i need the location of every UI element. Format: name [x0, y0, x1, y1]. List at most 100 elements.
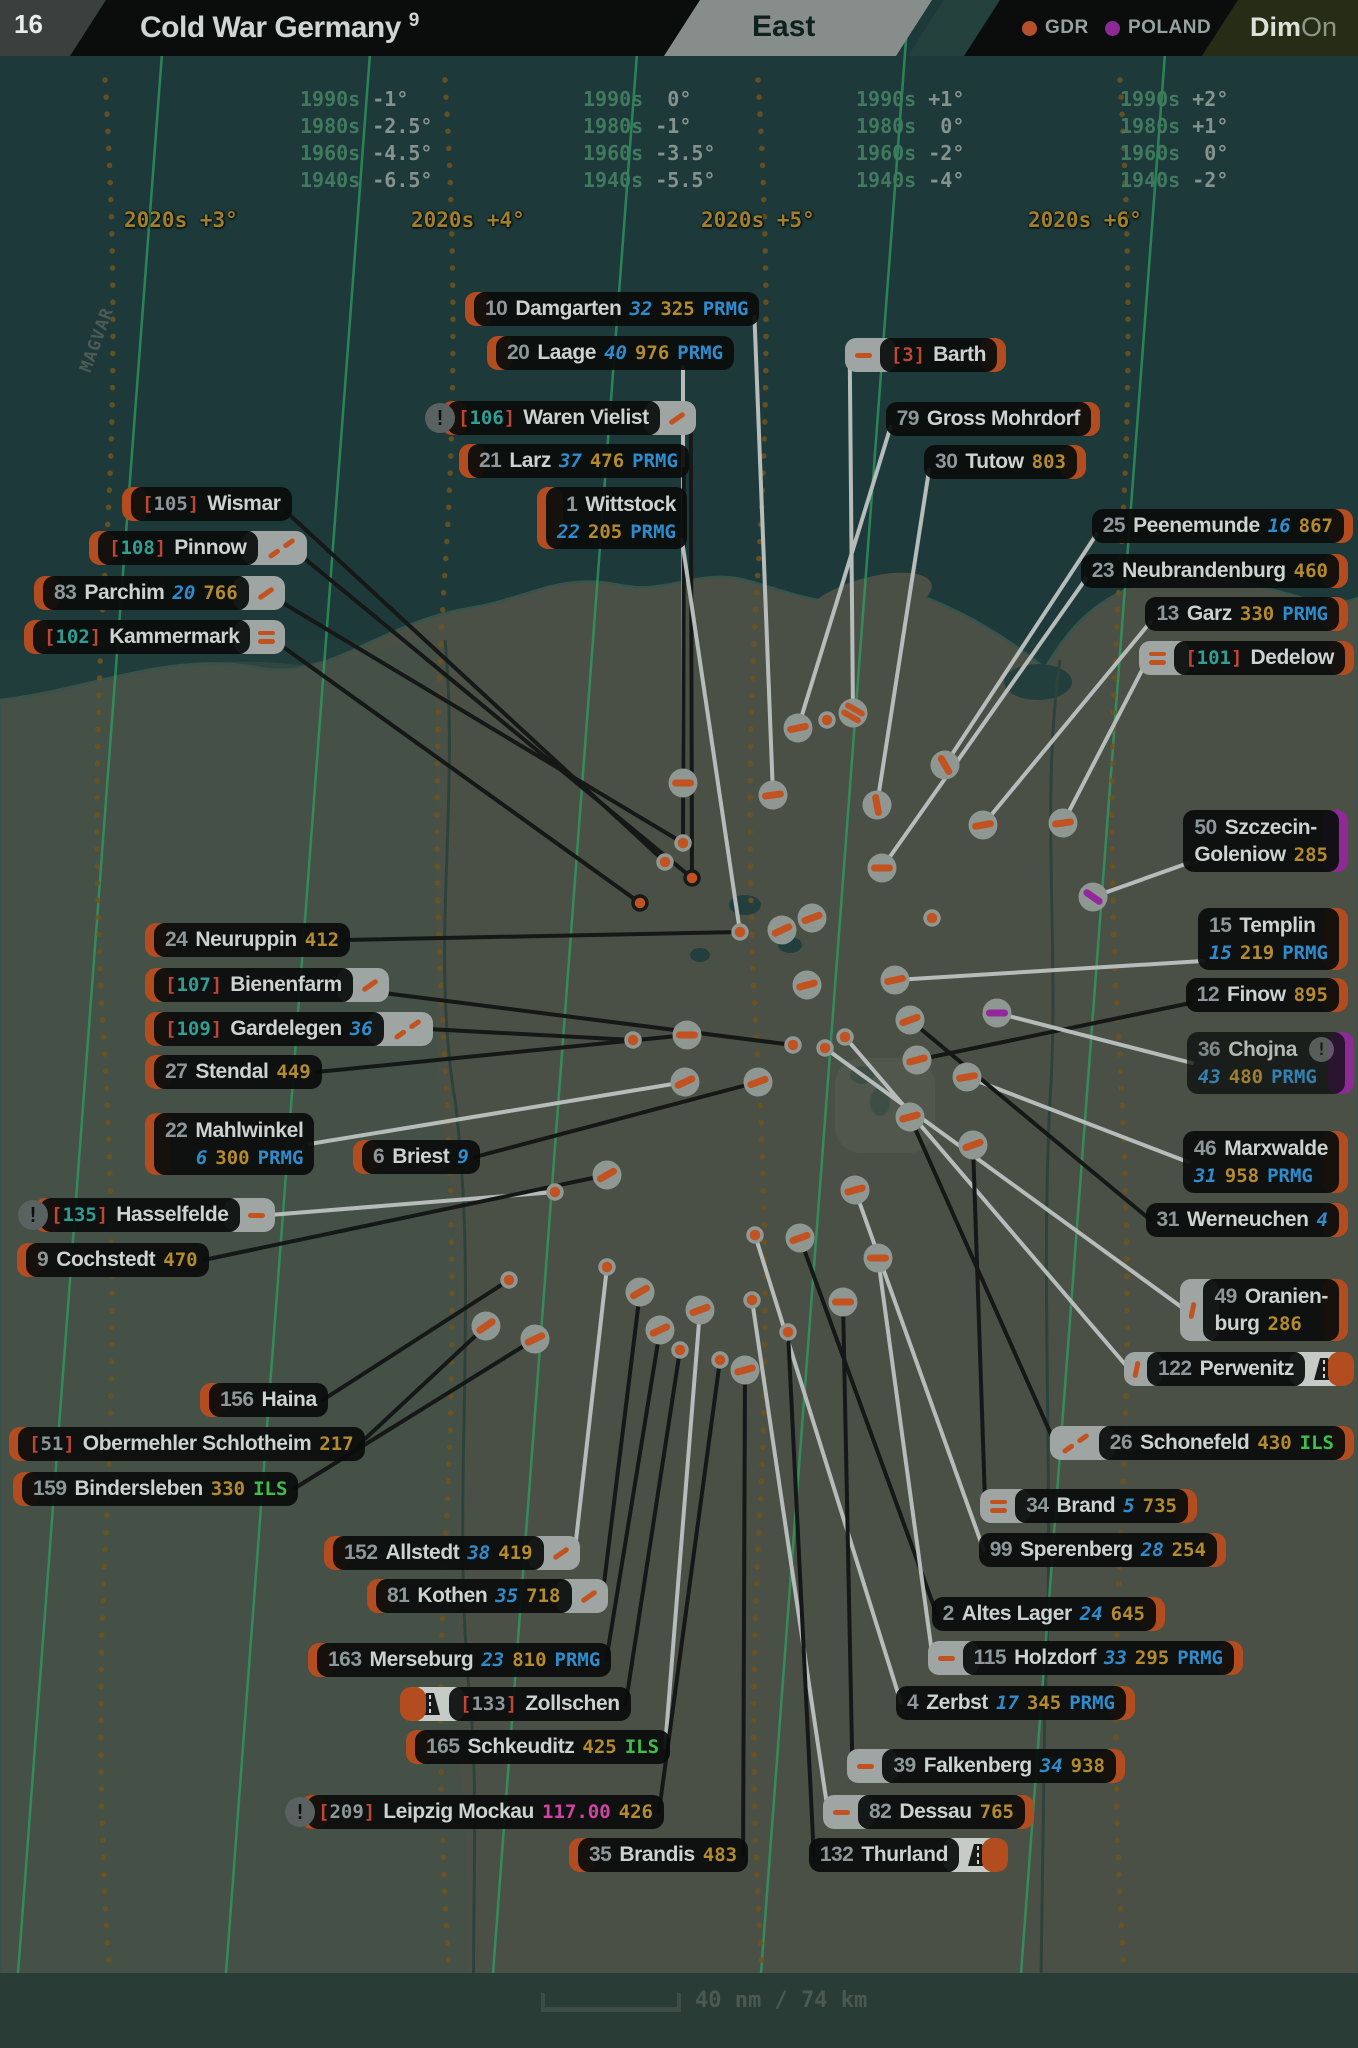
airfield-runway-marker[interactable]: [781, 711, 815, 745]
airfield-label-sperenberg[interactable]: 99 Sperenberg 28 254: [978, 1533, 1226, 1567]
airfield-label-zollschen[interactable]: [133] Zollschen: [400, 1687, 631, 1721]
airfield-runway-marker[interactable]: [828, 1287, 858, 1317]
airfield-label-finow[interactable]: 12 Finow 895: [1185, 978, 1348, 1012]
map-dot-marker[interactable]: [671, 1341, 689, 1359]
map-dot-marker[interactable]: [836, 1028, 854, 1046]
airfield-label-kothen[interactable]: 81 Kothen 35 718: [367, 1579, 608, 1613]
airfield-label-zerbst[interactable]: 4 Zerbst 17 345 PRMG: [896, 1686, 1135, 1720]
airfield-label-hasselfelde[interactable]: ! [135] Hasselfelde: [18, 1198, 275, 1232]
airfield-runway-marker[interactable]: [892, 1099, 928, 1135]
airfield-runway-marker[interactable]: [966, 808, 1000, 842]
airfield-label-falkenberg[interactable]: 39 Falkenberg 34 938: [847, 1749, 1125, 1783]
airfield-label-garz[interactable]: 13 Garz 330 PRMG: [1145, 597, 1348, 631]
map-dot-marker[interactable]: [624, 1031, 642, 1049]
map-dot-marker[interactable]: [683, 869, 701, 887]
airfield-label-merseburg[interactable]: 163 Merseburg 23 810 PRMG: [308, 1643, 612, 1677]
airfield-label-tutow[interactable]: 30 Tutow 803: [924, 445, 1086, 479]
airfield-runway-marker[interactable]: [837, 1172, 873, 1208]
airfield-label-altes-lager[interactable]: 2 Altes Lager 24 645: [931, 1597, 1165, 1631]
airfield-label-laage[interactable]: 20 Laage 40 976 PRMG: [487, 336, 735, 370]
map-dot-marker[interactable]: [674, 834, 692, 852]
dim-toggle[interactable]: DimOn: [1250, 12, 1337, 43]
map-dot-marker[interactable]: [500, 1271, 518, 1289]
map-dot-marker[interactable]: [631, 894, 649, 912]
airfield-label-damgarten[interactable]: 10 Damgarten 32 325 PRMG: [465, 292, 760, 326]
airfield-label-haina[interactable]: 156 Haina: [200, 1383, 328, 1417]
airfield-runway-marker[interactable]: [982, 998, 1012, 1028]
airfield-label-dedelow[interactable]: [101] Dedelow: [1139, 641, 1354, 675]
airfield-label-bindersleben[interactable]: 159 Bindersleben 330 ILS: [13, 1472, 299, 1506]
airfield-label-peenemunde[interactable]: 25 Peenemunde 16 867: [1091, 509, 1353, 543]
airfield-label-brand[interactable]: 34 Brand 5 735: [980, 1489, 1197, 1523]
airfield-runway-marker[interactable]: [863, 1243, 893, 1273]
airfield-runway-marker[interactable]: [891, 1001, 928, 1038]
airfield-runway-marker[interactable]: [1047, 807, 1080, 840]
airfield-label-waren-vielist[interactable]: ! [106] Waren Vielist: [425, 401, 696, 435]
airfield-runway-marker[interactable]: [620, 1272, 660, 1312]
airfield-label-pinnow[interactable]: [108] Pinnow: [89, 531, 307, 565]
airfield-runway-marker[interactable]: [641, 1311, 680, 1350]
map-dot-marker[interactable]: [711, 1351, 729, 1369]
airfield-runway-marker[interactable]: [587, 1155, 627, 1195]
map-dot-marker[interactable]: [546, 1183, 564, 1201]
legend-item-gdr[interactable]: GDR: [1022, 17, 1089, 39]
map-dot-marker[interactable]: [746, 1226, 764, 1244]
tab-east[interactable]: East: [752, 10, 816, 43]
airfield-label-mahlwinkel[interactable]: 22 Mahlwinkel 6 300 PRMG: [145, 1113, 315, 1175]
airfield-runway-marker[interactable]: [757, 779, 790, 812]
airfield-runway-marker[interactable]: [727, 1352, 763, 1388]
map-dot-marker[interactable]: [731, 923, 749, 941]
airfield-label-wittstock[interactable]: 1 Wittstock 22 205 PRMG: [537, 487, 687, 549]
map-dot-marker[interactable]: [598, 1258, 616, 1276]
map-dot-marker[interactable]: [923, 909, 941, 927]
map-dot-marker[interactable]: [816, 1039, 834, 1057]
airfield-label-brandis[interactable]: 35 Brandis 483: [569, 1838, 749, 1872]
map-dot-marker[interactable]: [743, 1291, 761, 1309]
airfield-label-chojna[interactable]: 36 Chojna! 43 480 PRMG: [1186, 1032, 1354, 1094]
airfield-label-briest[interactable]: 6 Briest 9: [353, 1140, 480, 1174]
airfield-runway-marker[interactable]: [672, 1020, 702, 1050]
airfield-label-thurland[interactable]: 132 Thurland: [808, 1838, 1008, 1872]
airfield-label-parchim[interactable]: 83 Parchim 20 766: [34, 576, 285, 610]
airfield-runway-marker[interactable]: [739, 1063, 776, 1100]
airfield-label-allstedt[interactable]: 152 Allstedt 38 419: [324, 1536, 580, 1570]
airfield-runway-marker[interactable]: [867, 853, 897, 883]
airfield-label-neubrandenburg[interactable]: 23 Neubrandenburg 460: [1080, 554, 1348, 588]
airfield-label-obermehler-schlotheim[interactable]: [51] Obermehler Schlotheim 217: [9, 1427, 365, 1461]
map-dot-marker[interactable]: [656, 853, 674, 871]
airfield-runway-marker[interactable]: [666, 1063, 705, 1102]
airfield-runway-marker[interactable]: [793, 899, 830, 936]
airfield-runway-marker[interactable]: [899, 1042, 935, 1078]
airfield-runway-marker[interactable]: [763, 911, 802, 950]
airfield-label-wismar[interactable]: [105] Wismar: [122, 487, 292, 521]
airfield-label-schonefeld[interactable]: 26 Schonefeld 430 ILS: [1049, 1426, 1354, 1460]
airfield-label-gardelegen[interactable]: [109] Gardelegen 36: [145, 1012, 433, 1046]
airfield-label-neuruppin[interactable]: 24 Neuruppin 412: [145, 923, 351, 957]
airfield-label-marxwalde[interactable]: 46 Marxwalde 31 958 PRMG: [1182, 1131, 1348, 1193]
airfield-runway-marker[interactable]: [668, 768, 698, 798]
airfield-label-schkeuditz[interactable]: 165 Schkeuditz 425 ILS: [406, 1730, 671, 1764]
airfield-label-stendal[interactable]: 27 Stendal 449: [145, 1055, 322, 1089]
airfield-runway-marker[interactable]: [466, 1306, 506, 1346]
airfield-runway-marker[interactable]: [781, 1219, 818, 1256]
airfield-label-perwenitz[interactable]: 122 Perwenitz: [1124, 1352, 1354, 1386]
airfield-label-bienenfarm[interactable]: [107] Bienenfarm: [145, 968, 389, 1002]
airfield-runway-marker[interactable]: [925, 745, 965, 785]
airfield-label-holzdorf[interactable]: 115 Holzdorf 33 295 PRMG: [927, 1641, 1243, 1675]
airfield-label-barth[interactable]: [3] Barth: [844, 338, 1006, 372]
airfield-label-leipzig-mockau[interactable]: ! [209] Leipzig Mockau 117.00 426: [285, 1795, 664, 1829]
airfield-runway-marker[interactable]: [681, 1291, 718, 1328]
airfield-runway-marker[interactable]: [860, 788, 894, 822]
airfield-label-werneuchen[interactable]: 31 Werneuchen 4: [1145, 1203, 1348, 1237]
map-dot-marker[interactable]: [818, 711, 836, 729]
airfield-label-dessau[interactable]: 82 Dessau 765: [823, 1795, 1034, 1829]
airfield-label-gross-mohrdorf[interactable]: 79 Gross Mohrdorf: [885, 402, 1100, 436]
airfield-runway-marker[interactable]: [833, 693, 873, 733]
airfield-runway-marker[interactable]: [954, 1126, 991, 1163]
airfield-runway-marker[interactable]: [789, 967, 825, 1003]
airfield-label-kammermark[interactable]: [102] Kammermark: [24, 620, 286, 654]
airfield-runway-marker[interactable]: [516, 1320, 555, 1359]
airfield-runway-marker[interactable]: [878, 963, 912, 997]
map-dot-marker[interactable]: [779, 1323, 797, 1341]
airfield-label-templin[interactable]: 15 Templin 15 219 PRMG: [1198, 908, 1348, 970]
